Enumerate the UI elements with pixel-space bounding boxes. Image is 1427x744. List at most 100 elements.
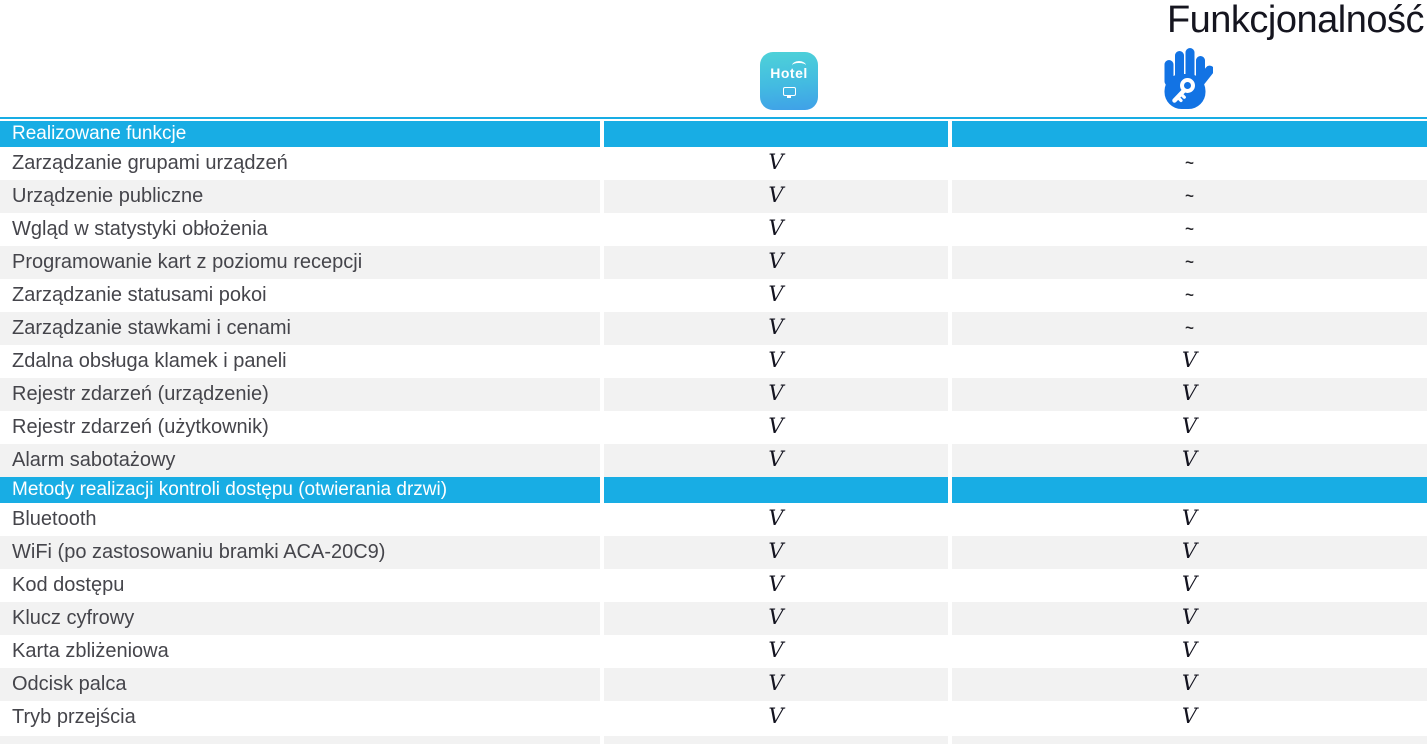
hotel-app-icon: Hotel <box>760 52 818 110</box>
tthotel-value-cell: V <box>952 378 1427 411</box>
tthotel-value-cell: ~ <box>952 147 1427 180</box>
bottom-strip <box>0 736 1427 744</box>
tthotel-value-cell: V <box>952 503 1427 536</box>
hotel-value-cell: V <box>604 602 948 635</box>
section-header-cell <box>952 477 1427 503</box>
tthotel-value-cell: ~ <box>952 312 1427 345</box>
hotel-value-cell: V <box>604 668 948 701</box>
hand-key-icon <box>1163 47 1215 110</box>
tthotel-value-cell: V <box>952 345 1427 378</box>
feature-label: Kod dostępu <box>0 569 600 602</box>
check-mark: V <box>1181 348 1198 372</box>
hotel-value-cell: V <box>604 246 948 279</box>
hotel-value-cell: V <box>604 279 948 312</box>
table-row: Wgląd w statystyki obłożenia V ~ <box>0 213 1427 246</box>
table-row: Zdalna obsługa klamek i paneli V V <box>0 345 1427 378</box>
feature-label: Tryb przejścia <box>0 701 600 734</box>
dash-mark: ~ <box>1185 155 1194 172</box>
table-row: Tryb przejścia V V <box>0 701 1427 734</box>
check-mark: V <box>1181 414 1198 438</box>
monitor-icon <box>782 87 796 98</box>
table-row: Zarządzanie grupami urządzeń V ~ <box>0 147 1427 180</box>
tthotel-value-cell: V <box>952 635 1427 668</box>
check-mark: V <box>1181 506 1198 530</box>
check-mark: V <box>768 150 784 174</box>
tthotel-value-cell: ~ <box>952 213 1427 246</box>
feature-label: Wgląd w statystyki obłożenia <box>0 213 600 246</box>
hotel-value-cell: V <box>604 378 948 411</box>
tthotel-value-cell: V <box>952 444 1427 477</box>
section-header-label: Realizowane funkcje <box>0 121 600 147</box>
tthotel-value-cell: ~ <box>952 246 1427 279</box>
check-mark: V <box>1181 605 1198 629</box>
table-row: Zarządzanie statusami pokoi V ~ <box>0 279 1427 312</box>
table-row: Kod dostępu V V <box>0 569 1427 602</box>
check-mark: V <box>768 348 784 372</box>
section-header-cell <box>604 477 948 503</box>
table-top-rule <box>0 117 1427 119</box>
table-row: WiFi (po zastosowaniu bramki ACA-20C9) V V <box>0 536 1427 569</box>
tthotel-value-cell: V <box>952 602 1427 635</box>
feature-label: Zdalna obsługa klamek i paneli <box>0 345 600 378</box>
table-row: Bluetooth V V <box>0 503 1427 536</box>
feature-label: Zarządzanie grupami urządzeń <box>0 147 600 180</box>
feature-label: Urządzenie publiczne <box>0 180 600 213</box>
check-mark: V <box>768 704 784 728</box>
table-row: Rejestr zdarzeń (urządzenie) V V <box>0 378 1427 411</box>
hotel-value-cell: V <box>604 213 948 246</box>
table-row: Zarządzanie stawkami i cenami V ~ <box>0 312 1427 345</box>
check-mark: V <box>768 249 784 273</box>
tthotel-value-cell: ~ <box>952 180 1427 213</box>
table-row: Alarm sabotażowy V V <box>0 444 1427 477</box>
feature-label: Zarządzanie statusami pokoi <box>0 279 600 312</box>
check-mark: V <box>768 414 784 438</box>
tthotel-value-cell: V <box>952 411 1427 444</box>
check-mark: V <box>768 572 784 596</box>
hotel-value-cell: V <box>604 701 948 734</box>
check-mark: V <box>1181 638 1198 662</box>
hotel-value-cell: V <box>604 147 948 180</box>
table-row: Urządzenie publiczne V ~ <box>0 180 1427 213</box>
feature-label: Klucz cyfrowy <box>0 602 600 635</box>
table-row: Programowanie kart z poziomu recepcji V ~ <box>0 246 1427 279</box>
tthotel-value-cell: V <box>952 701 1427 734</box>
check-mark: V <box>768 506 784 530</box>
table-row: Karta zbliżeniowa V V <box>0 635 1427 668</box>
feature-label: Odcisk palca <box>0 668 600 701</box>
check-mark: V <box>768 381 784 405</box>
check-mark: V <box>768 605 784 629</box>
hotel-value-cell: V <box>604 312 948 345</box>
section-header-row: Realizowane funkcje <box>0 121 1427 147</box>
check-mark: V <box>1181 572 1198 596</box>
dash-mark: ~ <box>1185 320 1194 337</box>
tthotel-value-cell: V <box>952 668 1427 701</box>
page-title: Funkcjonalność <box>1166 0 1425 41</box>
dash-mark: ~ <box>1185 188 1194 205</box>
check-mark: V <box>1181 671 1198 695</box>
hotel-value-cell: V <box>604 536 948 569</box>
check-mark: V <box>768 447 784 471</box>
feature-label: Programowanie kart z poziomu recepcji <box>0 246 600 279</box>
check-mark: V <box>768 315 784 339</box>
table-row: Klucz cyfrowy V V <box>0 602 1427 635</box>
check-mark: V <box>768 638 784 662</box>
feature-label: Zarządzanie stawkami i cenami <box>0 312 600 345</box>
hotel-value-cell: V <box>604 635 948 668</box>
dash-mark: ~ <box>1185 254 1194 271</box>
hotel-app-icon-label: Hotel <box>770 61 808 81</box>
hotel-value-cell: V <box>604 180 948 213</box>
dash-mark: ~ <box>1185 287 1194 304</box>
tthotel-value-cell: V <box>952 569 1427 602</box>
check-mark: V <box>768 539 784 563</box>
hotel-value-cell: V <box>604 345 948 378</box>
section-header-cell <box>604 121 948 147</box>
check-mark: V <box>768 183 784 207</box>
section-header-row: Metody realizacji kontroli dostępu (otwi… <box>0 477 1427 503</box>
hotel-value-cell: V <box>604 503 948 536</box>
table-row: Rejestr zdarzeń (użytkownik) V V <box>0 411 1427 444</box>
dash-mark: ~ <box>1185 221 1194 238</box>
hotel-value-cell: V <box>604 444 948 477</box>
table-body: Realizowane funkcje Zarządzanie grupami u… <box>0 121 1427 734</box>
feature-label: Alarm sabotażowy <box>0 444 600 477</box>
comparison-table: Realizowane funkcje Zarządzanie grupami u… <box>0 117 1427 744</box>
